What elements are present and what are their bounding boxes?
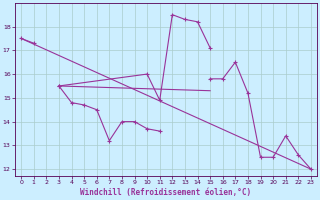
- X-axis label: Windchill (Refroidissement éolien,°C): Windchill (Refroidissement éolien,°C): [80, 188, 252, 197]
